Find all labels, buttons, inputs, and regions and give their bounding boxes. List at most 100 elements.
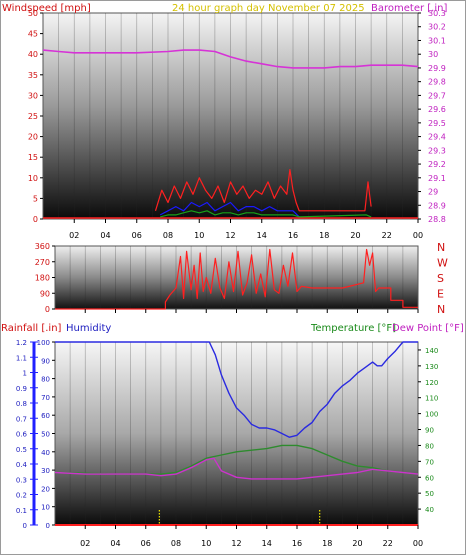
temperature-tick-label: 60 (425, 474, 434, 482)
y-left-tick-label: 45 (28, 30, 38, 39)
x-tick-label: 22 (383, 539, 393, 548)
rain-tick-label: 0.7 (16, 415, 27, 423)
x-tick-label: 06 (141, 539, 151, 548)
x-tick-label: 06 (132, 231, 142, 240)
x-tick-label: 22 (382, 231, 392, 240)
humidity-tick-label: 80 (41, 376, 50, 384)
x-tick-label: 10 (194, 231, 204, 240)
x-tick-label: 20 (350, 231, 360, 240)
y-left-tick-label: 20 (28, 133, 38, 142)
direction-plot-area (54, 245, 419, 310)
x-tick-label: 08 (163, 231, 173, 240)
humidity-tick-label: 0 (46, 522, 50, 530)
y-left-tick-label: 0 (33, 215, 38, 224)
x-tick-label: 16 (288, 231, 298, 240)
direction-tick-label: 360 (35, 242, 50, 251)
humidity-tick-label: 60 (41, 412, 50, 420)
rain-tick-label: 0.3 (16, 476, 27, 484)
humidity-tick-label: 10 (41, 504, 50, 512)
compass-label: W (437, 257, 448, 270)
temperature-tick-label: 70 (425, 458, 434, 466)
humidity-line (55, 341, 418, 438)
barometer-line (42, 49, 419, 69)
rain-tick-label: 0.9 (16, 385, 27, 393)
y-right-tick-label: 29.5 (428, 119, 446, 128)
direction-tick-label: 0 (45, 305, 50, 314)
temperature-tick-label: 80 (425, 442, 434, 450)
y-left-tick-label: 10 (28, 174, 38, 183)
wind-plot-area (42, 12, 419, 220)
x-tick-label: 18 (319, 231, 329, 240)
humidity-tick-label: 40 (41, 449, 50, 457)
y-left-tick-label: 35 (28, 71, 38, 80)
wind-line-wind-average (160, 210, 372, 218)
y-left-tick-label: 40 (28, 50, 38, 59)
compass-label: N (437, 303, 445, 316)
wind-line-wind-gust (154, 169, 372, 212)
humidity-tick-label: 30 (41, 467, 50, 475)
y-right-tick-label: 30.3 (428, 9, 446, 18)
y-right-tick-label: 28.9 (428, 201, 446, 210)
y-right-tick-label: 29.9 (428, 64, 446, 73)
x-tick-label: 10 (201, 539, 211, 548)
rain-tick-label: 0.8 (16, 400, 27, 408)
temperature-tick-label: 100 (425, 411, 438, 419)
wind-axis-label: Windspeed [mph] (2, 3, 91, 14)
x-tick-label: 14 (257, 231, 267, 240)
wind-direction-line (55, 248, 418, 310)
humidity-tick-label: 100 (37, 339, 50, 347)
x-tick-label: 04 (110, 539, 120, 548)
temperature-tick-label: 130 (425, 363, 438, 371)
x-tick-label: 02 (69, 231, 79, 240)
rain-tick-label: 0.6 (16, 431, 28, 439)
y-right-tick-label: 30.2 (428, 23, 446, 32)
compass-label: S (437, 272, 444, 285)
y-right-tick-label: 29 (428, 188, 438, 197)
y-right-tick-label: 30 (428, 50, 438, 59)
y-right-tick-label: 29.4 (428, 133, 446, 142)
y-right-tick-label: 29.6 (428, 105, 446, 114)
temperature-tick-label: 90 (425, 427, 434, 435)
rain-tick-label: 0.5 (16, 446, 27, 454)
rainfall-axis-label: Rainfall [.in] (1, 323, 62, 334)
y-right-tick-label: 29.2 (428, 160, 446, 169)
x-tick-label: 04 (100, 231, 110, 240)
x-tick-label: 00 (413, 539, 423, 548)
x-tick-label: 18 (322, 539, 332, 548)
rain-tick-label: 1 (23, 370, 27, 378)
wind-line-wind-speed (159, 201, 300, 218)
dew-point-line (54, 457, 419, 480)
temperature-tick-label: 120 (425, 379, 438, 387)
y-left-tick-label: 25 (28, 112, 38, 121)
humidity-tick-label: 70 (41, 394, 50, 402)
rain-tick-label: 0.1 (16, 507, 27, 515)
x-tick-label: 12 (231, 539, 241, 548)
y-right-tick-label: 29.7 (428, 91, 446, 100)
rain-tick-label: 0.4 (16, 461, 28, 469)
x-tick-label: 00 (413, 231, 423, 240)
y-left-tick-label: 30 (28, 91, 38, 100)
rain-tick-label: 0 (23, 522, 27, 530)
temperature-tick-label: 50 (425, 490, 434, 498)
humidity-tick-label: 20 (41, 485, 50, 493)
x-tick-label: 14 (262, 539, 272, 548)
x-tick-label: 08 (171, 539, 181, 548)
y-right-tick-label: 29.1 (428, 174, 446, 183)
y-left-tick-label: 50 (28, 9, 38, 18)
temperature-tick-label: 140 (425, 347, 438, 355)
rain-tick-label: 0.2 (16, 492, 27, 500)
y-right-tick-label: 29.3 (428, 146, 446, 155)
direction-tick-label: 180 (35, 274, 50, 283)
rain-tick-label: 1.1 (16, 354, 27, 362)
y-right-tick-label: 28.8 (428, 215, 446, 224)
x-tick-label: 12 (225, 231, 235, 240)
x-tick-label: 20 (352, 539, 362, 548)
temperature-tick-label: 40 (425, 506, 434, 514)
temperature-tick-label: 110 (425, 395, 438, 403)
direction-tick-label: 270 (35, 258, 50, 267)
compass-label: E (437, 288, 444, 301)
dewpoint-axis-label: Dew Point [°F] (392, 323, 464, 334)
temperature-line (54, 444, 419, 475)
humidity-axis-label: Humidity (66, 323, 111, 334)
